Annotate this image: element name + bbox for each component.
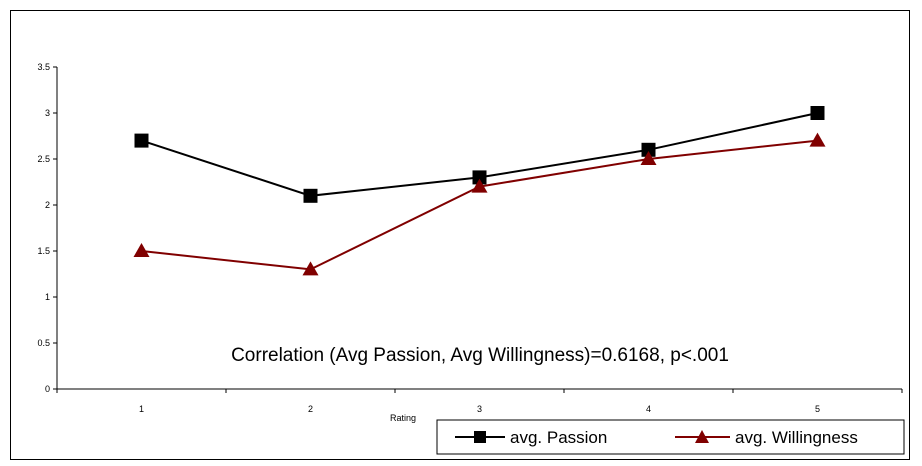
x-ticks: 1 2 3 4 5 <box>56 389 903 414</box>
legend-marker-passion <box>474 431 486 443</box>
correlation-annotation: Correlation (Avg Passion, Avg Willingnes… <box>231 345 729 366</box>
data-point <box>810 106 825 120</box>
series-line <box>141 139 818 271</box>
data-point <box>641 142 656 157</box>
x-tick-label: 3 <box>477 404 482 414</box>
series-layer <box>133 106 826 276</box>
y-tick-label: 2.5 <box>37 154 50 164</box>
x-tick-label: 2 <box>308 404 313 414</box>
legend-label-passion: avg. Passion <box>510 428 607 447</box>
data-point <box>640 151 657 165</box>
data-point <box>471 178 488 193</box>
legend: avg. Passion avg. Willingness <box>436 419 905 455</box>
series-passion <box>134 106 825 203</box>
data-point <box>809 132 826 147</box>
x-tick-label: 5 <box>815 404 820 414</box>
legend-box <box>436 419 905 455</box>
data-point <box>134 133 149 148</box>
y-tick-label: 1.5 <box>37 246 50 256</box>
series-willingness <box>133 132 826 276</box>
y-tick-label: 3 <box>45 108 50 118</box>
chart-axes <box>56 67 902 390</box>
data-point <box>133 243 150 257</box>
data-point <box>302 261 319 276</box>
y-tick-label: 0 <box>45 384 50 394</box>
legend-label-willingness: avg. Willingness <box>735 428 858 447</box>
x-axis-title: Rating <box>390 413 416 423</box>
y-ticks: 0 0.5 1 1.5 2 2.5 3 3.5 <box>37 62 57 394</box>
y-tick-label: 2 <box>45 200 50 210</box>
y-tick-label: 0.5 <box>37 338 50 348</box>
y-tick-label: 3.5 <box>37 62 50 72</box>
x-tick-label: 4 <box>646 404 651 414</box>
legend-marker-willingness <box>695 430 709 443</box>
x-tick-label: 1 <box>139 404 144 414</box>
y-tick-label: 1 <box>45 292 50 302</box>
data-point <box>472 170 487 185</box>
data-point <box>303 188 318 203</box>
chart-frame <box>10 10 910 460</box>
